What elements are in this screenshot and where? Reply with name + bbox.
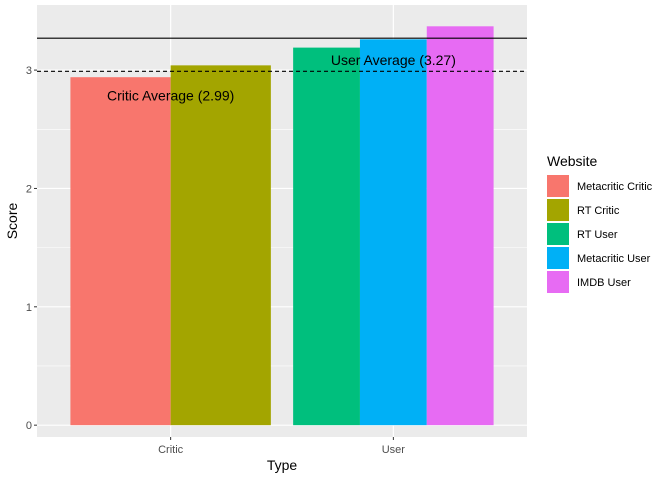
x-tick-label: Critic: [158, 444, 184, 456]
bar-metacritic-user: [359, 39, 427, 426]
legend-label-metacritic-critic: Metacritic Critic: [577, 181, 653, 193]
legend-label-rt-critic: RT Critic: [577, 205, 620, 217]
y-tick-label: 3: [26, 65, 32, 77]
legend-key-rt-user: [547, 223, 569, 245]
bar-rt-user: [293, 47, 360, 426]
y-axis-title: Score: [4, 203, 20, 240]
legend-label-imdb-user: IMDB User: [577, 277, 631, 289]
bar-rt-critic: [170, 65, 271, 426]
x-tick-label: User: [382, 444, 406, 456]
user-average-label: User Average (3.27): [331, 52, 456, 68]
bar-metacritic-critic: [70, 77, 171, 426]
legend-key-metacritic-user: [547, 247, 569, 269]
x-axis-title: Type: [267, 457, 298, 473]
legend-title: Website: [547, 153, 598, 169]
legend-label-rt-user: RT User: [577, 229, 618, 241]
legend: Website Metacritic Critic RT Critic RT Use…: [547, 153, 653, 293]
y-tick-label: 0: [26, 420, 32, 432]
legend-key-metacritic-critic: [547, 175, 569, 197]
legend-label-metacritic-user: Metacritic User: [577, 253, 651, 265]
critic-average-label: Critic Average (2.99): [107, 87, 234, 103]
y-tick-label: 1: [26, 302, 32, 314]
bar-imdb-user: [426, 26, 494, 426]
y-tick-label: 2: [26, 183, 32, 195]
legend-key-imdb-user: [547, 271, 569, 293]
legend-key-rt-critic: [547, 199, 569, 221]
